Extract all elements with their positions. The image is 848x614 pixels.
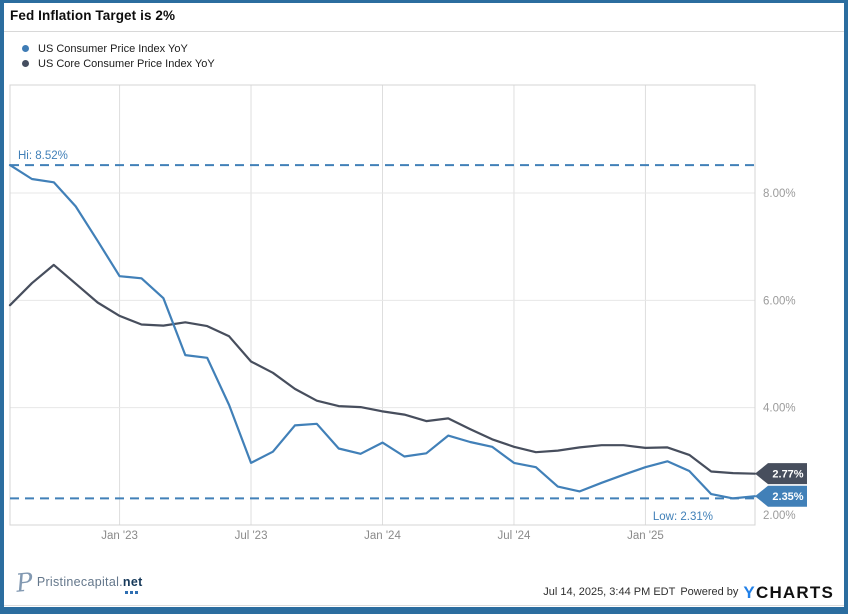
ycharts-y-icon: Y xyxy=(743,582,756,602)
legend-dot-core-cpi-icon xyxy=(22,60,29,67)
x-tick-label-1: Jul '23 xyxy=(235,530,268,542)
ycharts-wordmark: CHARTS xyxy=(755,582,834,602)
pristinecapital-monogram-icon: P xyxy=(14,566,35,598)
legend-dot-cpi-icon xyxy=(22,45,29,52)
end-value-tag-0 xyxy=(755,463,807,485)
y-tick-label-3: 2.00% xyxy=(763,510,796,522)
logo-text: Pristinecapital. xyxy=(36,575,123,589)
x-tick-label-4: Jan '25 xyxy=(627,530,664,542)
end-value-label-0: 2.77% xyxy=(772,469,803,481)
ycharts-logo[interactable]: Y CHARTS xyxy=(743,584,834,601)
footer-attribution: Jul 14, 2025, 3:44 PM EDT Powered by Y CH… xyxy=(543,581,834,603)
x-tick-label-0: Jan '23 xyxy=(101,530,138,542)
pristinecapital-logo[interactable]: P Pristinecapital.net xyxy=(14,566,143,598)
timestamp: Jul 14, 2025, 3:44 PM EDT xyxy=(543,586,676,598)
chart-plot-area: Hi: 8.52% Low: 2.31% 8.00% 6.00% 4.00% 2.00% J… xyxy=(0,82,848,560)
x-tick-label-3: Jul '24 xyxy=(498,530,531,542)
chart-header: Fed Inflation Target is 2% xyxy=(4,3,844,32)
y-tick-label-2: 4.00% xyxy=(763,403,796,415)
footer-divider xyxy=(4,605,844,606)
x-tick-label-2: Jan '24 xyxy=(364,530,401,542)
y-tick-label-0: 8.00% xyxy=(763,188,796,200)
series-line-1 xyxy=(8,163,757,500)
logo-underline-mark xyxy=(124,591,138,594)
pristinecapital-wordmark: Pristinecapital.net xyxy=(36,575,143,594)
hi-label: Hi: 8.52% xyxy=(18,150,68,162)
legend-label-cpi: US Consumer Price Index YoY xyxy=(38,42,188,55)
end-value-tag-1 xyxy=(755,485,807,507)
y-tick-label-1: 6.00% xyxy=(763,295,796,307)
series-line-0 xyxy=(8,263,757,475)
inflation-line-chart: Hi: 8.52% Low: 2.31% 8.00% 6.00% 4.00% 2.00% J… xyxy=(8,84,807,542)
logo-suffix: net xyxy=(123,575,143,594)
low-label: Low: 2.31% xyxy=(653,511,713,523)
legend-label-core-cpi: US Core Consumer Price Index YoY xyxy=(38,57,215,70)
legend-item-core-cpi: US Core Consumer Price Index YoY xyxy=(22,56,215,71)
legend: US Consumer Price Index YoY US Core Cons… xyxy=(22,41,215,71)
legend-item-cpi: US Consumer Price Index YoY xyxy=(22,41,215,56)
page-title: Fed Inflation Target is 2% xyxy=(10,8,176,23)
end-value-label-1: 2.35% xyxy=(772,491,803,503)
powered-by-label: Powered by xyxy=(680,586,739,598)
